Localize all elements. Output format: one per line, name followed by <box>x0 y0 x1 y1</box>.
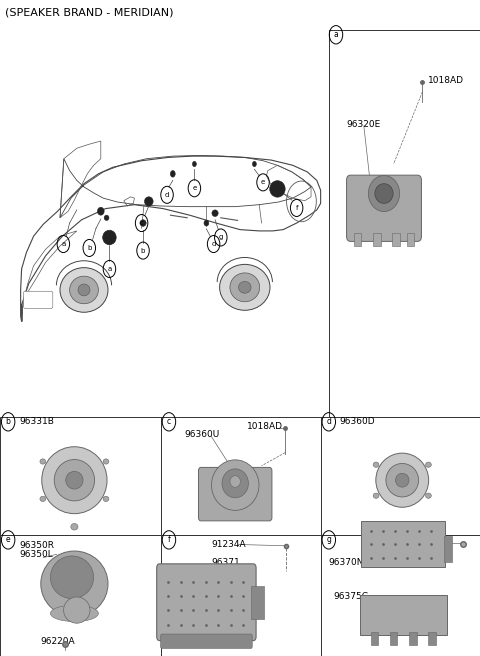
Text: 96320E: 96320E <box>347 120 381 129</box>
Ellipse shape <box>50 556 94 598</box>
Text: e: e <box>6 535 11 544</box>
Text: b: b <box>6 417 11 426</box>
Ellipse shape <box>78 284 90 296</box>
Bar <box>428 632 436 645</box>
Ellipse shape <box>71 523 78 530</box>
Text: f: f <box>295 205 298 211</box>
Text: 96350L: 96350L <box>19 550 53 559</box>
Ellipse shape <box>375 184 393 203</box>
Ellipse shape <box>426 462 432 467</box>
Ellipse shape <box>426 493 432 499</box>
FancyBboxPatch shape <box>354 233 361 246</box>
Ellipse shape <box>376 453 429 507</box>
Ellipse shape <box>63 597 90 623</box>
Bar <box>161 535 321 656</box>
Ellipse shape <box>270 180 285 197</box>
FancyBboxPatch shape <box>444 536 452 562</box>
Ellipse shape <box>373 493 379 499</box>
Text: e: e <box>192 185 196 192</box>
Ellipse shape <box>140 220 146 226</box>
Text: 96350R: 96350R <box>19 541 54 550</box>
Text: 96331B: 96331B <box>19 417 54 426</box>
FancyBboxPatch shape <box>392 233 400 246</box>
Ellipse shape <box>192 161 196 167</box>
Text: a: a <box>61 241 65 247</box>
Ellipse shape <box>369 175 399 212</box>
Text: 96360D: 96360D <box>340 417 375 426</box>
Text: d: d <box>165 192 169 198</box>
Ellipse shape <box>50 605 98 622</box>
Text: 96360U: 96360U <box>185 430 220 439</box>
Ellipse shape <box>204 220 209 226</box>
Ellipse shape <box>42 447 107 514</box>
Ellipse shape <box>70 276 98 304</box>
Ellipse shape <box>103 459 109 464</box>
Text: 96370N: 96370N <box>329 558 364 567</box>
Ellipse shape <box>104 215 109 220</box>
Text: b: b <box>87 245 92 251</box>
Ellipse shape <box>40 459 46 464</box>
Bar <box>321 417 480 535</box>
Bar <box>371 632 378 645</box>
Ellipse shape <box>97 207 104 215</box>
Ellipse shape <box>170 171 175 177</box>
Text: 91234A: 91234A <box>211 540 246 549</box>
Ellipse shape <box>103 496 109 501</box>
Ellipse shape <box>212 210 218 216</box>
Text: g: g <box>218 234 223 241</box>
Ellipse shape <box>252 161 256 167</box>
Ellipse shape <box>103 230 116 245</box>
Text: f: f <box>168 535 170 544</box>
Ellipse shape <box>230 476 240 487</box>
FancyBboxPatch shape <box>347 175 421 241</box>
FancyBboxPatch shape <box>361 521 445 567</box>
Ellipse shape <box>396 474 409 487</box>
Ellipse shape <box>373 462 379 467</box>
Bar <box>321 535 480 656</box>
Bar <box>0 417 161 535</box>
FancyBboxPatch shape <box>199 467 272 521</box>
Bar <box>161 417 321 535</box>
Text: 1018AD: 1018AD <box>428 76 464 85</box>
Text: 96220A: 96220A <box>41 637 75 646</box>
Ellipse shape <box>211 460 259 510</box>
Text: 1327AC: 1327AC <box>372 539 407 548</box>
Text: (SPEAKER BRAND - MERIDIAN): (SPEAKER BRAND - MERIDIAN) <box>5 8 173 18</box>
Text: c: c <box>167 417 171 426</box>
FancyBboxPatch shape <box>251 586 264 619</box>
Ellipse shape <box>386 463 419 497</box>
FancyBboxPatch shape <box>407 233 414 246</box>
FancyBboxPatch shape <box>360 595 446 635</box>
Ellipse shape <box>220 264 270 310</box>
Bar <box>390 632 397 645</box>
Ellipse shape <box>66 471 83 489</box>
Ellipse shape <box>144 197 153 206</box>
Text: g: g <box>326 535 331 544</box>
Text: b: b <box>141 247 145 254</box>
FancyBboxPatch shape <box>156 564 256 640</box>
Text: a: a <box>108 266 111 272</box>
Ellipse shape <box>40 496 46 501</box>
Ellipse shape <box>222 469 249 498</box>
Ellipse shape <box>41 551 108 617</box>
Text: 1018AD: 1018AD <box>247 422 283 431</box>
FancyBboxPatch shape <box>24 291 53 308</box>
Bar <box>329 30 480 417</box>
Text: a: a <box>334 30 338 39</box>
FancyBboxPatch shape <box>160 634 252 648</box>
Ellipse shape <box>230 273 260 302</box>
Text: 96371: 96371 <box>211 558 240 567</box>
Text: c: c <box>140 220 144 226</box>
Text: 96375C: 96375C <box>334 592 369 602</box>
Ellipse shape <box>239 281 251 293</box>
Text: d: d <box>326 417 331 426</box>
FancyBboxPatch shape <box>373 233 381 246</box>
Text: e: e <box>261 179 265 186</box>
Bar <box>0 535 161 656</box>
Ellipse shape <box>54 459 95 501</box>
Bar <box>409 632 417 645</box>
Text: d: d <box>211 241 216 247</box>
Ellipse shape <box>60 268 108 312</box>
